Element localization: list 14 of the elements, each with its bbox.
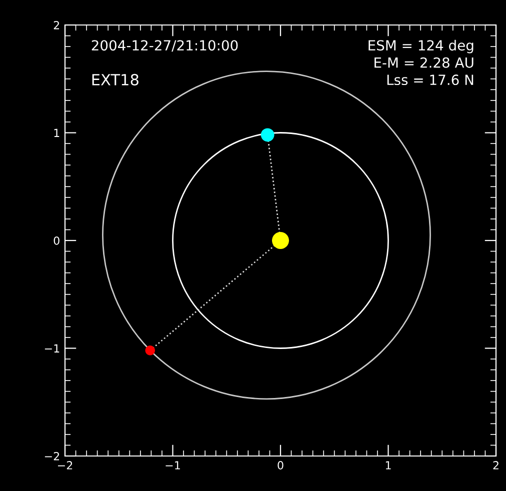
- annotation: 2004-12-27/21:10:00: [92, 40, 238, 52]
- y-tick-label: −1: [44, 344, 60, 352]
- y-tick-label: 1: [54, 128, 60, 137]
- y-tick-label: 0: [54, 236, 60, 245]
- x-tick-label: 2: [493, 461, 498, 470]
- annotation: E-M = 2.28 AU: [374, 57, 474, 68]
- x-tick-label: −1: [166, 461, 180, 470]
- x-tick-label: 0: [278, 461, 284, 470]
- annotation: EXT18: [92, 74, 138, 86]
- x-tick-label: 1: [386, 461, 391, 470]
- annotation: ESM = 124 deg: [368, 40, 474, 54]
- y-tick-label: −2: [44, 452, 60, 460]
- y-tick-label: 2: [54, 20, 60, 30]
- annotation: Lss = 17.6 N: [387, 74, 474, 86]
